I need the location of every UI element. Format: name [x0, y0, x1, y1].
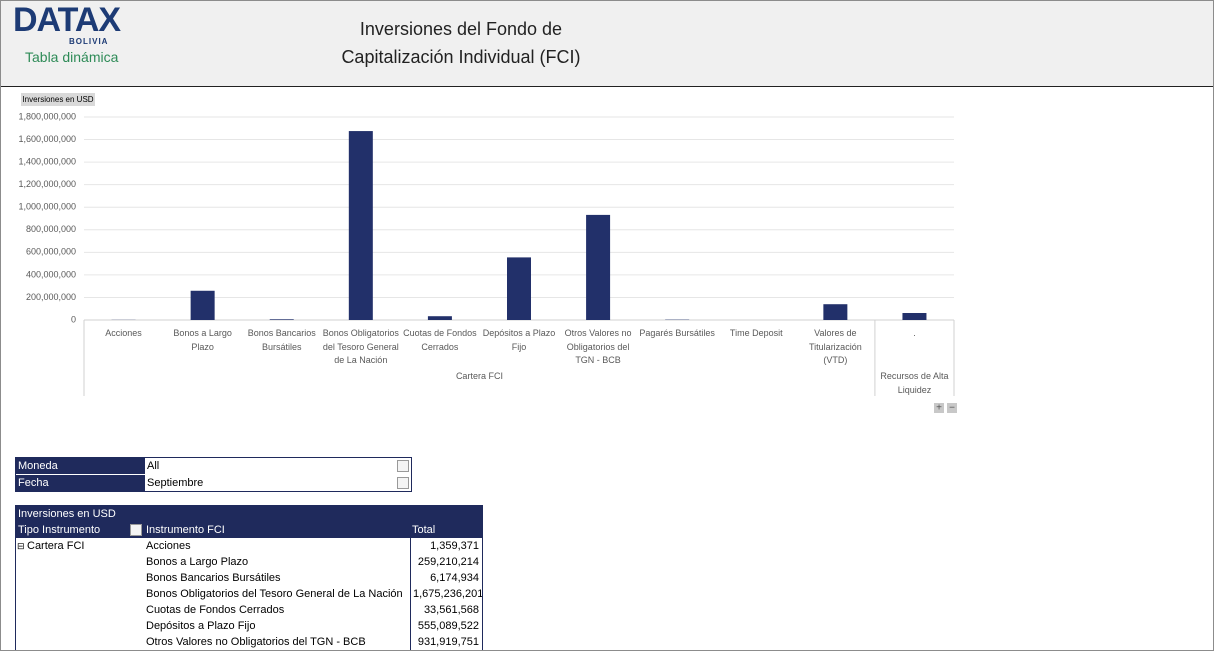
- y-tick-label: 1,000,000,000: [18, 202, 76, 212]
- x-tick-label: Bonos Bancarios Bursátiles: [247, 328, 316, 352]
- bar: [507, 257, 531, 320]
- y-tick-label: 1,200,000,000: [18, 179, 76, 189]
- filter-value[interactable]: Septiembre: [144, 474, 411, 491]
- row-value: 259,210,214: [410, 554, 482, 570]
- svg-text:−: −: [949, 403, 955, 414]
- logo: DATAX: [13, 1, 121, 39]
- x-tick-label: Time Deposit: [729, 328, 783, 338]
- x-tick-label: Valores de Titularización (VTD): [809, 328, 862, 365]
- row-label: Cuotas de Fondos Cerrados: [146, 604, 285, 616]
- y-tick-label: 600,000,000: [26, 247, 76, 257]
- column-header: Instrumento FCI: [144, 522, 410, 538]
- group-label: Cartera FCI: [455, 371, 503, 381]
- y-tick-label: 1,400,000,000: [18, 156, 76, 166]
- table-title: Inversiones en USD: [16, 506, 410, 522]
- y-tick-label: 1,800,000,000: [18, 111, 76, 121]
- row-label: Depósitos a Plazo Fijo: [146, 620, 256, 632]
- y-tick-label: 0: [71, 314, 76, 324]
- x-tick-label: Bonos Obligatorios del Tesoro General de…: [322, 328, 399, 365]
- bar: [269, 319, 294, 320]
- y-label: Inversiones en USD: [22, 95, 93, 104]
- y-tick-label: 1,600,000,000: [18, 134, 76, 144]
- y-tick-label: 400,000,000: [26, 269, 76, 279]
- x-tick-label: Bonos a Largo Plazo: [173, 328, 232, 352]
- group-label: Recursos de Alta Liquidez: [880, 371, 949, 395]
- row-label: Bonos Bancarios Bursátiles: [146, 572, 281, 584]
- header-fill: [410, 506, 482, 522]
- row-label: Bonos Obligatorios del Tesoro General de…: [146, 588, 403, 600]
- column-header: Total: [410, 522, 482, 538]
- dropdown-button[interactable]: [397, 460, 409, 472]
- row-value: 33,561,568: [410, 602, 482, 618]
- pivot-table: Inversiones en USD Tipo Instrumento Instru…: [15, 505, 483, 650]
- y-tick-label: 800,000,000: [26, 224, 76, 234]
- subtitle: Tabla dinámica: [25, 49, 119, 65]
- bar: [823, 304, 848, 320]
- title: Inversiones del Fondo de: [359, 19, 563, 39]
- x-tick-label: Pagarés Bursátiles: [639, 328, 715, 338]
- field-button[interactable]: [21, 93, 95, 106]
- svg-text:+: +: [936, 403, 942, 414]
- x-tick-label: Otros Valores no Obligatorios del TGN - …: [564, 328, 632, 365]
- bar: [902, 313, 927, 320]
- row-value: 1,675,236,201: [410, 586, 482, 602]
- y-tick-label: 200,000,000: [26, 292, 76, 302]
- filter-label: Fecha: [16, 474, 144, 491]
- bar: [586, 214, 611, 320]
- dropdown-button[interactable]: [130, 524, 142, 536]
- x-tick-label: .: [913, 328, 916, 338]
- collapse-button[interactable]: [947, 403, 957, 413]
- row-label: Bonos a Largo Plazo: [146, 556, 249, 568]
- expand-icon: ⊟: [17, 541, 25, 551]
- title: Capitalización Individual (FCI): [341, 47, 581, 67]
- bar: [190, 290, 215, 320]
- x-tick-label: Depósitos a Plazo Fijo: [482, 328, 556, 352]
- dropdown-button[interactable]: [397, 476, 409, 489]
- x-tick-label: Acciones: [105, 328, 142, 338]
- filter-value[interactable]: All: [144, 458, 411, 474]
- filter-panel: Moneda All Fecha Septiembre: [15, 457, 412, 492]
- expand-button[interactable]: [934, 403, 944, 413]
- x-tick-label: Cuotas de Fondos Cerrados: [403, 328, 477, 352]
- bar: [348, 131, 373, 320]
- chart: Inversiones en USD + − 0 200,000,000 400,0…: [18, 93, 957, 414]
- row-label: Otros Valores no Obligatorios del TGN - …: [146, 636, 366, 648]
- column-header: Tipo Instrumento: [16, 522, 144, 538]
- logo-sub: BOLIVIA: [69, 37, 109, 46]
- row-label: Acciones: [146, 540, 191, 552]
- row-value: 1,359,371: [410, 538, 482, 554]
- row-group: Cartera FCI: [27, 540, 85, 552]
- bar: [427, 316, 452, 320]
- filter-label: Moneda: [16, 458, 144, 474]
- row-value: 555,089,522: [410, 618, 482, 634]
- row-value: 931,919,751: [410, 634, 482, 650]
- row-value: 6,174,934: [410, 570, 482, 586]
- header: DATAX BOLIVIA Tabla dinámica Inversiones…: [1, 1, 1213, 87]
